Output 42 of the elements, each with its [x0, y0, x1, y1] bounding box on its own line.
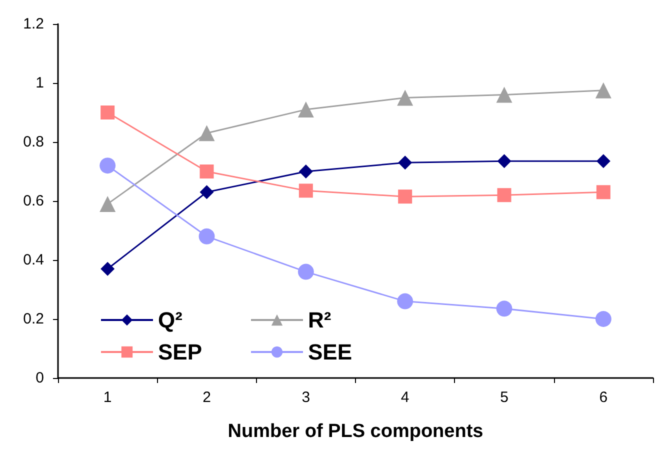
legend-label: SEP: [158, 340, 202, 364]
point: [100, 106, 115, 120]
x-axis-title: Number of PLS components: [228, 421, 484, 442]
y-tick-label: 1.2: [23, 16, 44, 32]
point: [198, 228, 215, 244]
legend-label: SEE: [308, 340, 352, 364]
point: [298, 264, 314, 280]
x-tick-label: 6: [599, 389, 608, 406]
y-tick-label: 1: [36, 74, 44, 92]
point: [298, 102, 314, 118]
x-tick-label: 1: [103, 389, 112, 406]
y-tick-label: 0.8: [23, 134, 44, 150]
point: [100, 158, 116, 174]
x-tick-label: 4: [400, 389, 410, 406]
x-tick-label: 2: [202, 389, 211, 406]
point: [497, 154, 512, 168]
point: [198, 125, 215, 142]
point: [200, 185, 214, 200]
point: [596, 154, 610, 168]
point: [397, 293, 414, 310]
x-tick-label: 3: [302, 389, 310, 406]
point: [496, 86, 512, 103]
legend-label: R²: [308, 308, 332, 332]
point: [298, 164, 313, 178]
point: [298, 184, 313, 198]
point: [497, 188, 512, 202]
y-tick-label: 0.4: [23, 252, 44, 268]
point: [398, 156, 412, 170]
point: [100, 262, 115, 276]
point: [397, 90, 414, 106]
y-tick-label: 0.6: [23, 192, 44, 210]
point: [398, 190, 412, 204]
point: [496, 300, 512, 317]
point: [595, 311, 612, 327]
y-tick-label: 0: [36, 370, 44, 386]
point: [100, 196, 116, 212]
y-tick-label: 0.2: [23, 310, 44, 328]
point: [595, 82, 612, 98]
point: [200, 164, 214, 178]
legend-label: Q²: [158, 308, 182, 332]
x-tick-label: 5: [500, 389, 508, 406]
point: [596, 185, 610, 200]
